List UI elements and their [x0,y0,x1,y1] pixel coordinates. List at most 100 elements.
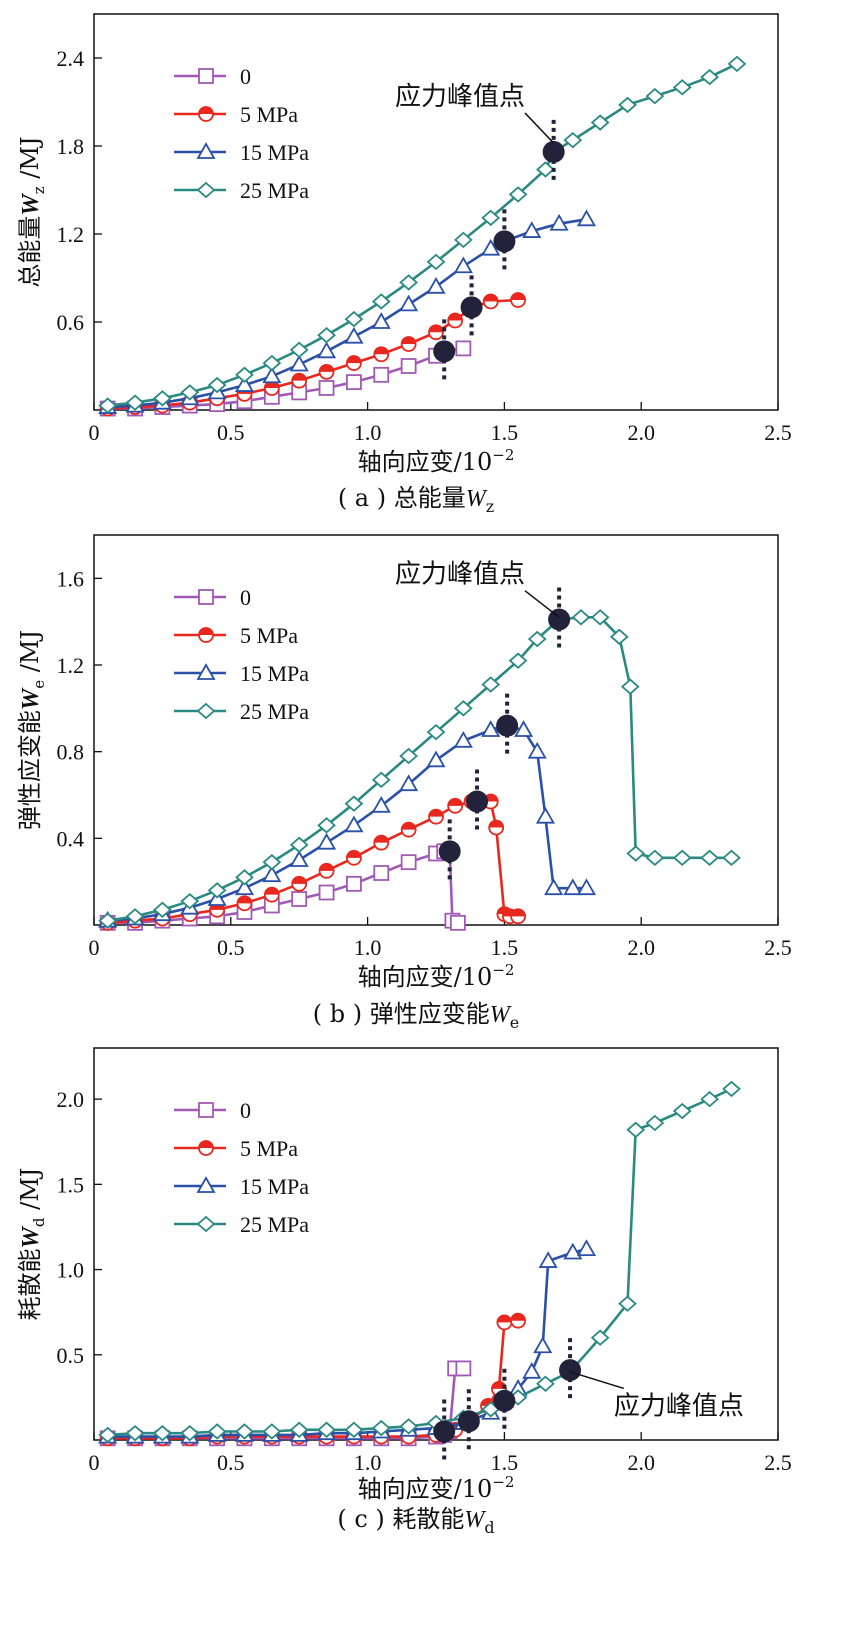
data-point [672,1102,692,1120]
data-point [373,346,390,363]
data-point [207,376,227,394]
y-axis-label-unit: /MJ [16,1168,44,1218]
data-point [700,1090,719,1108]
data-point-fill [346,356,361,364]
data-point [536,1375,555,1392]
peak-point [548,608,571,631]
data-point [645,87,665,105]
data-point [447,797,464,814]
data-point-fill [264,887,279,895]
x-tick-label: 0 [89,1450,100,1475]
y-axis-label-text: 弹性应变能 [16,710,44,830]
y-axis-label-sym: W [18,193,44,216]
series-line [107,724,587,922]
data-point [318,862,335,879]
legend-marker [198,1140,214,1156]
x-tick-label: 1.0 [354,420,382,445]
data-point [563,878,583,896]
data-point-fill [292,876,307,884]
data-point [722,849,741,867]
data-point [344,1421,364,1438]
legend-marker [196,1176,216,1193]
y-tick-label: 1.6 [57,566,85,591]
data-point [618,96,637,114]
data-point [346,849,362,866]
x-tick-label: 1.0 [354,1450,382,1475]
data-point [700,68,719,86]
data-point [262,366,282,384]
data-point [235,366,254,383]
data-point-fill [429,809,443,817]
data-point [371,312,391,329]
data-point [522,1362,542,1379]
data-point-fill [511,1313,526,1321]
data-point [346,875,362,892]
series-15-MPa [98,715,597,928]
data-point [576,209,597,227]
caption-text: ( c ) 耗散能 [337,1505,464,1533]
data-point [262,354,282,372]
data-point [522,221,542,238]
data-point-fill [483,294,498,302]
data-point [538,1251,558,1268]
data-point [263,886,280,903]
y-axis-label-text: 耗散能 [16,1248,44,1320]
data-point [426,253,446,271]
annotation-label: 应力峰值点 [395,82,525,112]
x-tick-label: 0.5 [217,1450,245,1475]
data-point [318,380,335,396]
data-point [180,1424,200,1442]
data-point [153,390,172,407]
data-point [289,836,309,854]
legend: 0 5 MPa 15 MPa 25 MPa [174,585,309,724]
data-point [291,875,308,892]
data-point [318,363,335,380]
y-axis-label: 总能量Wz /MJ [16,136,48,287]
peak-point [466,790,489,813]
x-tick-label: 2.5 [764,1450,792,1475]
annotation-arrow [569,1371,625,1390]
legend-label: 25 MPa [240,699,309,724]
legend-marker-fill [199,107,213,114]
series-line [107,615,732,922]
y-tick-label: 0.4 [57,826,85,851]
x-axis-label-sup: −2 [492,961,514,979]
data-point [262,1423,282,1440]
x-axis-label: 轴向应变/10−2 [358,446,515,476]
data-point [344,326,364,344]
y-tick-label: 1.0 [57,1258,85,1283]
y-axis-label-sym: W [18,1225,44,1248]
data-point [508,186,528,203]
x-tick-label: 1.5 [491,1450,519,1475]
x-tick-label: 1.5 [491,935,519,960]
data-point [453,700,473,717]
caption-sub: d [484,1518,494,1537]
data-point [590,114,610,131]
peak-point [559,1359,582,1382]
data-point [563,1242,583,1260]
data-point-fill [489,820,504,828]
annotation-label: 应力峰值点 [395,560,525,590]
data-point [234,878,255,896]
caption-sub: e [510,1013,519,1032]
x-tick-label: 1.0 [354,935,382,960]
data-point-fill [511,909,526,917]
data-point [399,1418,419,1435]
data-point [235,869,254,886]
data-point [317,327,336,344]
data-point-fill [374,347,389,355]
chart-panel-2: 0 0.5 1.0 1.5 2.0 2.5 0.5 1.0 1.5 2.0 轴向应变/10−2 耗散能… [16,1047,792,1537]
legend-label: 5 MPa [240,1136,298,1161]
data-point [400,358,417,374]
x-axis-label-text: 轴向应变/10 [358,448,493,476]
figure-caption: ( c ) 耗散能Wd [337,1505,494,1537]
data-point-fill [429,325,443,333]
data-point [400,854,417,871]
data-point [371,771,391,789]
data-point [125,394,145,411]
data-point-fill [401,337,416,344]
peak-point [542,140,565,163]
legend-marker [196,1215,216,1233]
y-tick-label: 1.8 [57,134,85,159]
data-point [373,366,390,383]
